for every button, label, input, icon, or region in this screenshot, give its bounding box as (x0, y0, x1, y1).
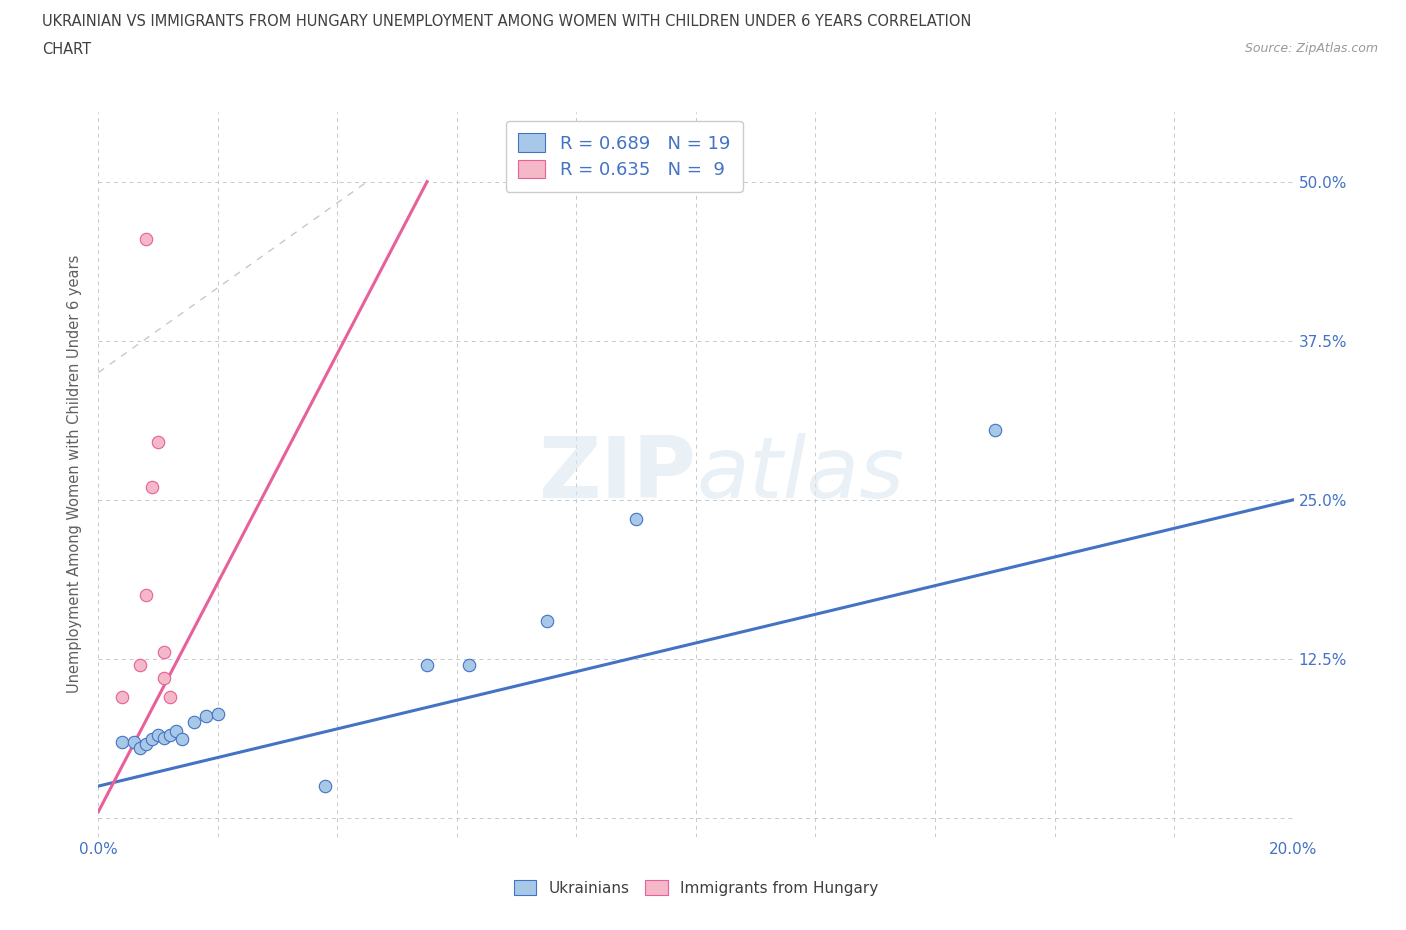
Point (135, 232, 157, 246)
Text: atlas: atlas (696, 432, 904, 516)
Point (141, 480, 163, 495)
Text: Source: ZipAtlas.com: Source: ZipAtlas.com (1244, 42, 1378, 55)
Point (129, 658, 152, 672)
Point (153, 730, 176, 745)
Point (111, 689, 134, 704)
Point (626, 512, 648, 526)
Point (153, 645, 176, 660)
Point (183, 715, 205, 730)
Point (153, 671, 176, 685)
Point (135, 737, 157, 751)
Text: ZIP: ZIP (538, 432, 696, 516)
Point (165, 724, 187, 738)
Point (148, 728, 170, 743)
Point (135, 588, 157, 603)
Point (207, 706, 229, 721)
Point (111, 734, 134, 749)
Point (416, 658, 439, 672)
Point (536, 613, 558, 628)
Point (148, 435, 170, 450)
Legend: Ukrainians, Immigrants from Hungary: Ukrainians, Immigrants from Hungary (508, 873, 884, 902)
Point (984, 422, 1007, 437)
Text: UKRAINIAN VS IMMIGRANTS FROM HUNGARY UNEMPLOYMENT AMONG WOMEN WITH CHILDREN UNDE: UKRAINIAN VS IMMIGRANTS FROM HUNGARY UNE… (42, 14, 972, 29)
Point (315, 778, 337, 793)
Point (172, 732, 194, 747)
Point (159, 728, 181, 743)
Point (141, 732, 163, 747)
Point (129, 740, 152, 755)
Point (195, 709, 218, 724)
Point (159, 689, 181, 704)
Point (124, 734, 146, 749)
Text: CHART: CHART (42, 42, 91, 57)
Y-axis label: Unemployment Among Women with Children Under 6 years: Unemployment Among Women with Children U… (67, 255, 83, 694)
Point (458, 658, 481, 672)
